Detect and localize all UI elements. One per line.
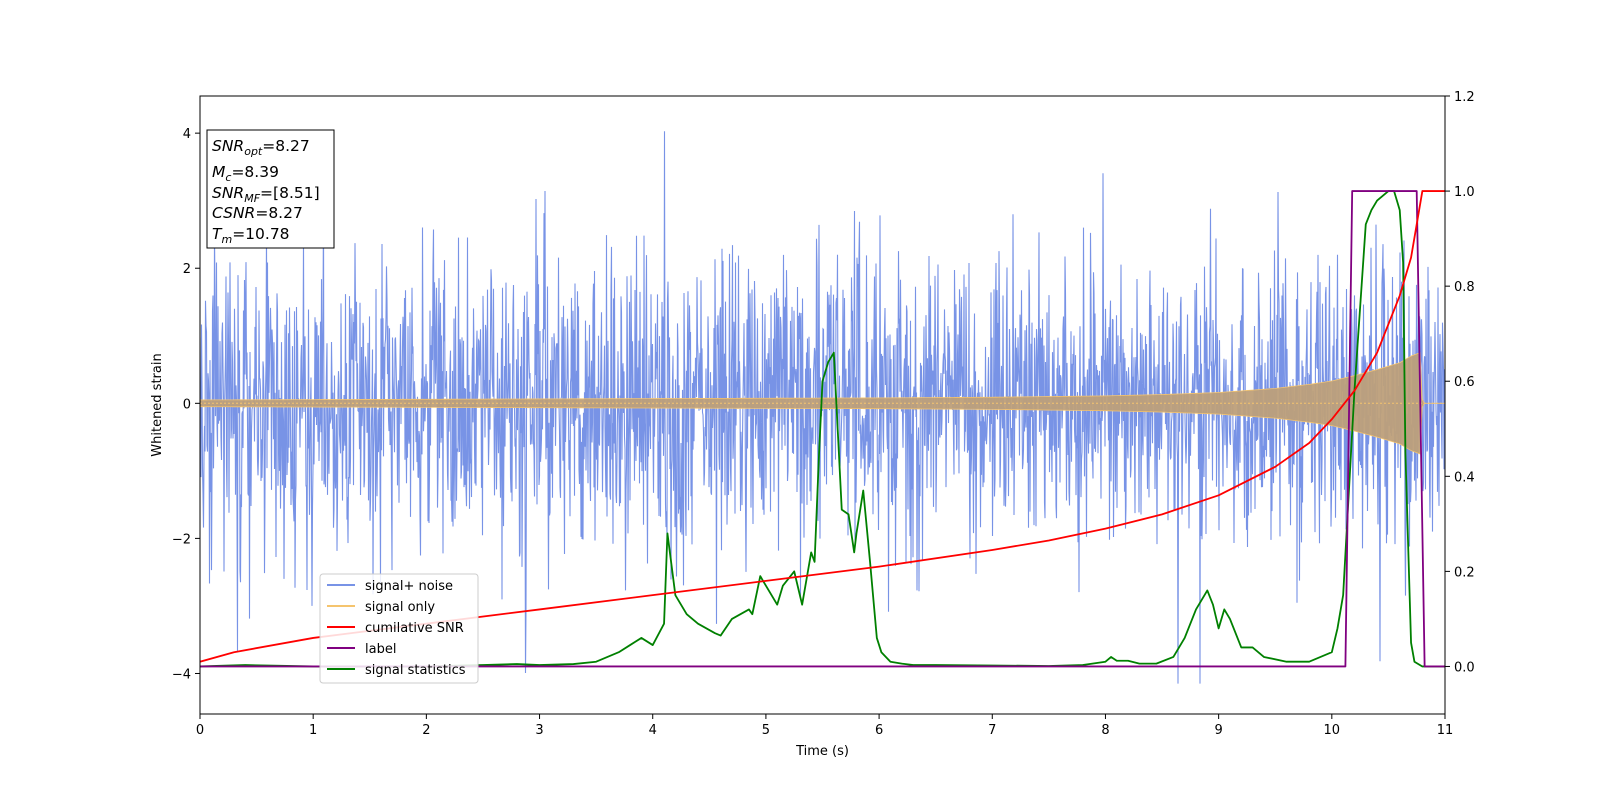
x-tick-label: 2 — [422, 723, 430, 738]
info-csnr: CSNR=8.27 — [212, 204, 303, 222]
y-right-tick-label: 1.2 — [1454, 90, 1475, 105]
y-right-tick-label: 0.0 — [1454, 660, 1475, 675]
series-signal-noise — [200, 131, 1445, 684]
x-tick-label: 9 — [1214, 723, 1222, 738]
series-signal-statistics — [200, 190, 1445, 668]
legend-label-label: label — [365, 642, 396, 657]
plot-area — [200, 131, 1445, 684]
y-left-tick-label: −4 — [172, 667, 191, 682]
x-tick-label: 6 — [875, 723, 883, 738]
y-right-tick-label: 1.0 — [1454, 185, 1475, 200]
x-tick-label: 5 — [762, 723, 770, 738]
x-tick-label: 3 — [535, 723, 543, 738]
x-axis-label: Time (s) — [795, 744, 849, 759]
y-right-tick-label: 0.4 — [1454, 470, 1475, 485]
y-axis-label: Whitened strain — [150, 353, 165, 456]
legend-frame — [319, 573, 479, 684]
x-tick-label: 1 — [309, 723, 317, 738]
y-left-tick-label: 2 — [183, 262, 191, 277]
info-snr-mf: SNRMF=[8.51] — [212, 184, 320, 205]
series-signal-only — [200, 352, 1445, 455]
x-tick-label: 11 — [1437, 723, 1454, 738]
legend-label-signal-statistics: signal statistics — [365, 663, 466, 678]
series-cumulative-snr — [200, 190, 1445, 663]
x-tick-label: 8 — [1101, 723, 1109, 738]
x-tick-label: 4 — [649, 723, 657, 738]
y-left-tick-label: −2 — [172, 532, 191, 547]
info-box-frame — [206, 129, 335, 249]
info-mc: Mc=8.39 — [212, 163, 279, 184]
axes: 0 1 2 3 4 5 6 7 8 9 10 11 −4 −2 0 2 4 0.0 0.2 0.4 0.6 0.8 1.0 1… — [172, 90, 1475, 738]
info-snr-opt: SNRopt=8.27 — [212, 137, 310, 158]
y-right-tick-label: 0.2 — [1454, 565, 1475, 580]
info-box: SNRopt=8.27 Mc=8.39 SNRMF=[8.51] CSNR=8.… — [206, 129, 335, 249]
x-tick-label: 10 — [1324, 723, 1341, 738]
y-right-tick-label: 0.8 — [1454, 280, 1475, 295]
legend: signal+ noise signal only cumilative SNR… — [319, 573, 479, 684]
series-label — [200, 190, 1445, 668]
legend-label-signal-only: signal only — [365, 600, 435, 615]
x-tick-label: 0 — [196, 723, 204, 738]
y-left-tick-label: 4 — [183, 127, 191, 142]
legend-label-cumulative-snr: cumilative SNR — [365, 621, 464, 636]
y-left-tick-label: 0 — [183, 397, 191, 412]
legend-label-signal-noise: signal+ noise — [365, 579, 453, 594]
info-tm: Tm=10.78 — [212, 225, 290, 246]
y-right-tick-label: 0.6 — [1454, 375, 1475, 390]
x-tick-label: 7 — [988, 723, 996, 738]
plot-frame — [199, 95, 1446, 715]
